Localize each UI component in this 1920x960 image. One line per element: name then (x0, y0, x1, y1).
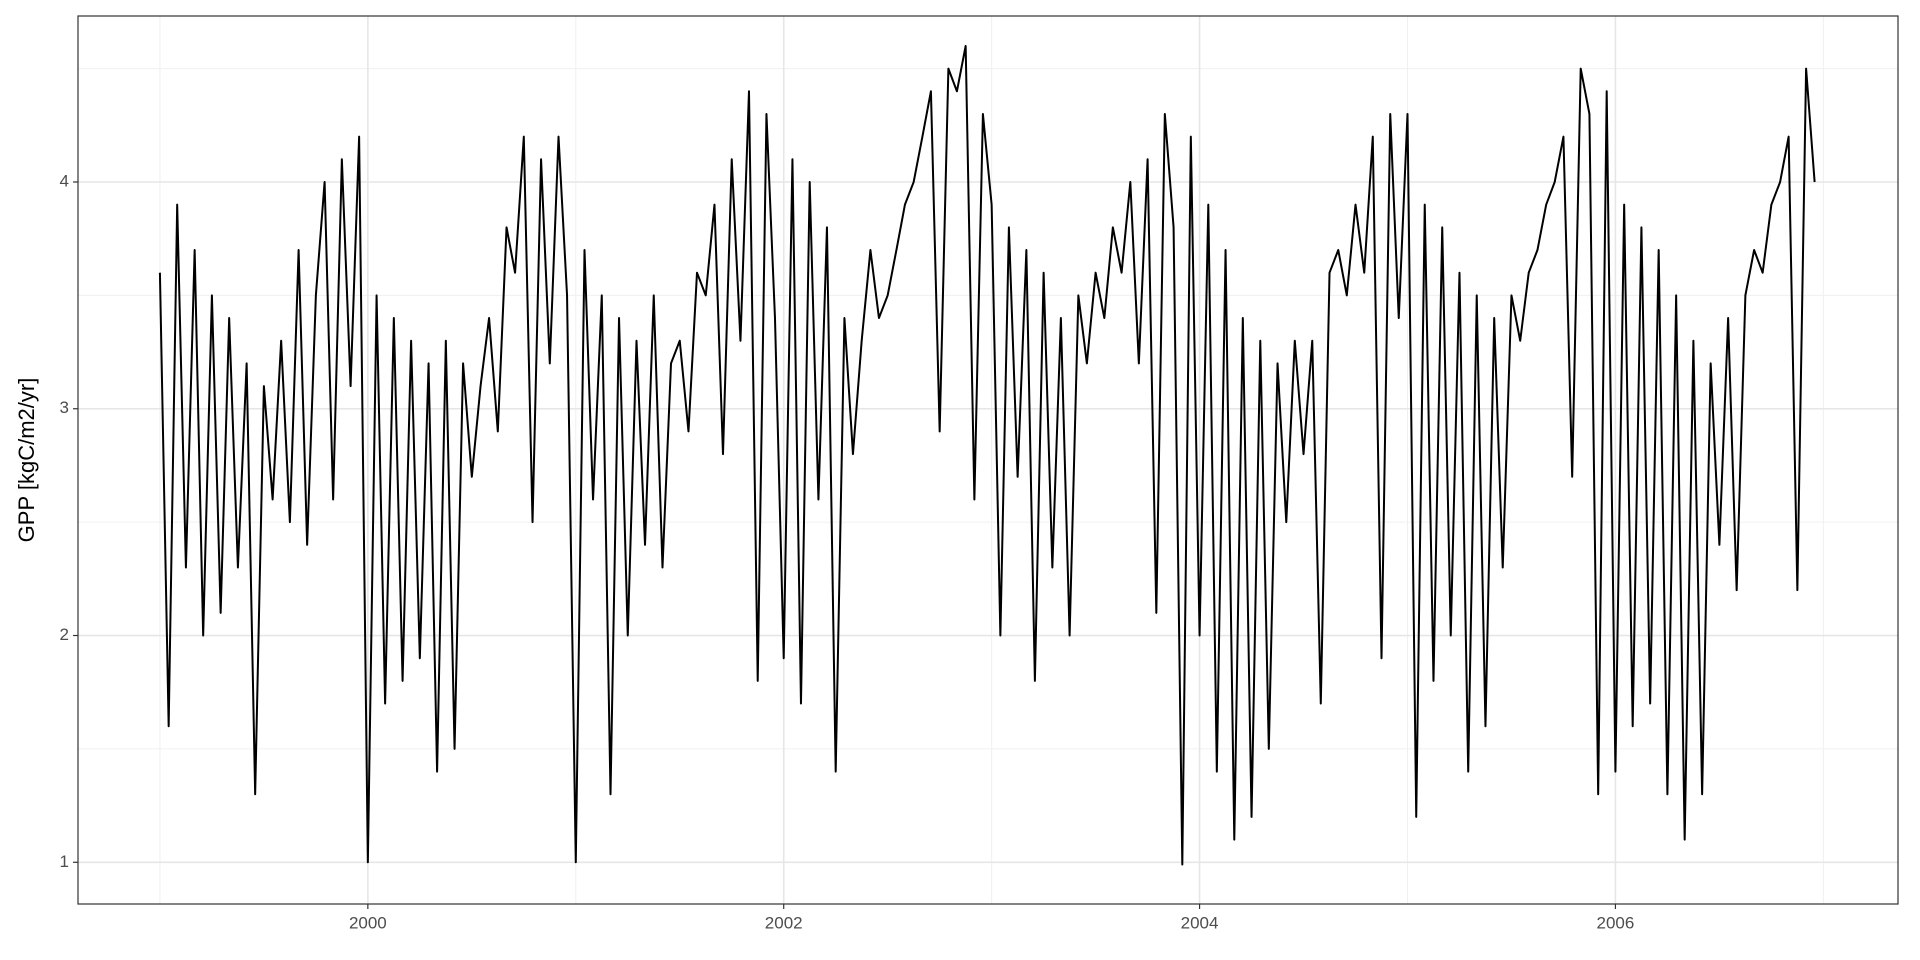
y-axis-label: GPP [kgC/m2/yr] (14, 378, 39, 543)
y-tick-label: 4 (60, 171, 69, 190)
x-tick-label: 2002 (765, 913, 803, 932)
y-tick-label: 2 (60, 625, 69, 644)
panel-border (77, 15, 1899, 905)
x-tick-label: 2000 (349, 913, 387, 932)
x-tick-label: 2006 (1597, 913, 1635, 932)
y-tick-label: 1 (60, 852, 69, 871)
x-tick-label: 2004 (1181, 913, 1219, 932)
y-tick-label: 3 (60, 398, 69, 417)
data-line (158, 44, 1816, 866)
